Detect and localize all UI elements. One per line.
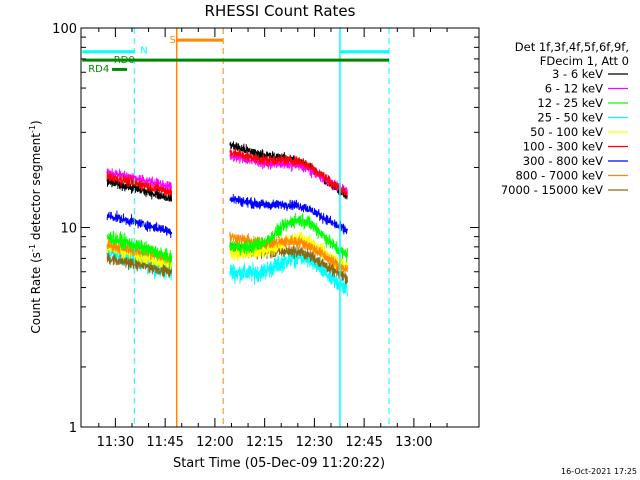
legend-label: 100 - 300 keV (523, 140, 603, 154)
series-300-800-kev (106, 193, 348, 238)
legend-entry: 25 - 50 keV (537, 111, 628, 125)
x-tick-label: 11:30 (97, 435, 134, 450)
legend-label: 800 - 7000 keV (515, 169, 603, 183)
y-axis-label-exp1: -1 (28, 244, 37, 252)
legend-entry: 300 - 800 keV (523, 154, 628, 168)
series-segment (229, 245, 348, 297)
series-layer (106, 141, 348, 297)
axes: 11:30 11:45 12:00 12:15 12:30 12:45 13:00 1 10 10… (52, 22, 479, 450)
legend-label: 300 - 800 keV (523, 154, 603, 168)
legend-header-line-1: Det 1f,3f,4f,5f,6f,9f, (515, 40, 629, 54)
y-tick-label: 1 (69, 421, 77, 436)
x-tick-label: 11:45 (146, 435, 183, 450)
y-axis-label-exp2: -1 (28, 125, 37, 133)
legend-entry: 50 - 100 keV (530, 125, 628, 139)
flag-label-rd4: RD4 (88, 64, 109, 75)
series-segment (229, 147, 348, 197)
series-100-300-kev (106, 147, 348, 197)
series-segment (106, 178, 173, 202)
legend-entry: 6 - 12 keV (545, 82, 628, 96)
y-axis-label-main: Count Rate (s (29, 252, 43, 334)
x-axis-label: Start Time (05-Dec-09 11:20:22) (173, 456, 385, 471)
legend: Det 1f,3f,4f,5f,6f,9f, FDecim 1, Att 0 3… (501, 40, 629, 197)
footer-date: 16-Oct-2021 17:25 (561, 467, 637, 476)
legend-entry: 100 - 300 keV (523, 140, 628, 154)
legend-label: 7000 - 15000 keV (501, 183, 603, 197)
series-segment (106, 252, 173, 278)
flag-label-rd0: RD0 (114, 55, 135, 66)
chart-title: RHESSI Count Rates (205, 2, 356, 20)
flag-label-n: N (140, 46, 147, 57)
x-tick-label: 12:30 (296, 435, 333, 450)
legend-header-line-2: FDecim 1, Att 0 (540, 54, 629, 68)
legend-entry: 800 - 7000 keV (515, 169, 628, 183)
legend-label: 25 - 50 keV (537, 111, 603, 125)
legend-label: 50 - 100 keV (530, 125, 603, 139)
series-segment (229, 212, 348, 263)
series-segment (229, 193, 348, 235)
state-flags: N S RD0 RD4 (82, 35, 390, 75)
x-tick-label: 12:15 (246, 435, 283, 450)
legend-entry: 3 - 6 keV (552, 67, 628, 81)
y-axis-label-mid: detector segment (29, 133, 43, 244)
series-segment (229, 231, 348, 273)
x-tick-label: 13:00 (395, 435, 432, 450)
flag-label-s: S (169, 35, 175, 46)
legend-label: 3 - 6 keV (552, 67, 603, 81)
series-12-25-kev (106, 212, 348, 268)
y-tick-label: 10 (60, 222, 77, 237)
legend-label: 6 - 12 keV (545, 82, 603, 96)
series-segment (106, 171, 173, 197)
x-tick-label: 12:00 (196, 435, 233, 450)
y-axis-label: Count Rate (s-1 detector segment-1) (28, 120, 43, 333)
x-tick-label: 12:45 (345, 435, 382, 450)
series-segment (229, 141, 348, 200)
series-segment (106, 230, 173, 268)
y-axis-label-end: ) (29, 120, 43, 125)
legend-entry: 12 - 25 keV (537, 96, 628, 110)
series-segment (106, 210, 173, 238)
y-tick-label: 100 (52, 22, 77, 37)
legend-label: 12 - 25 keV (537, 96, 603, 110)
legend-entry: 7000 - 15000 keV (501, 183, 628, 197)
time-markers (133, 28, 390, 427)
